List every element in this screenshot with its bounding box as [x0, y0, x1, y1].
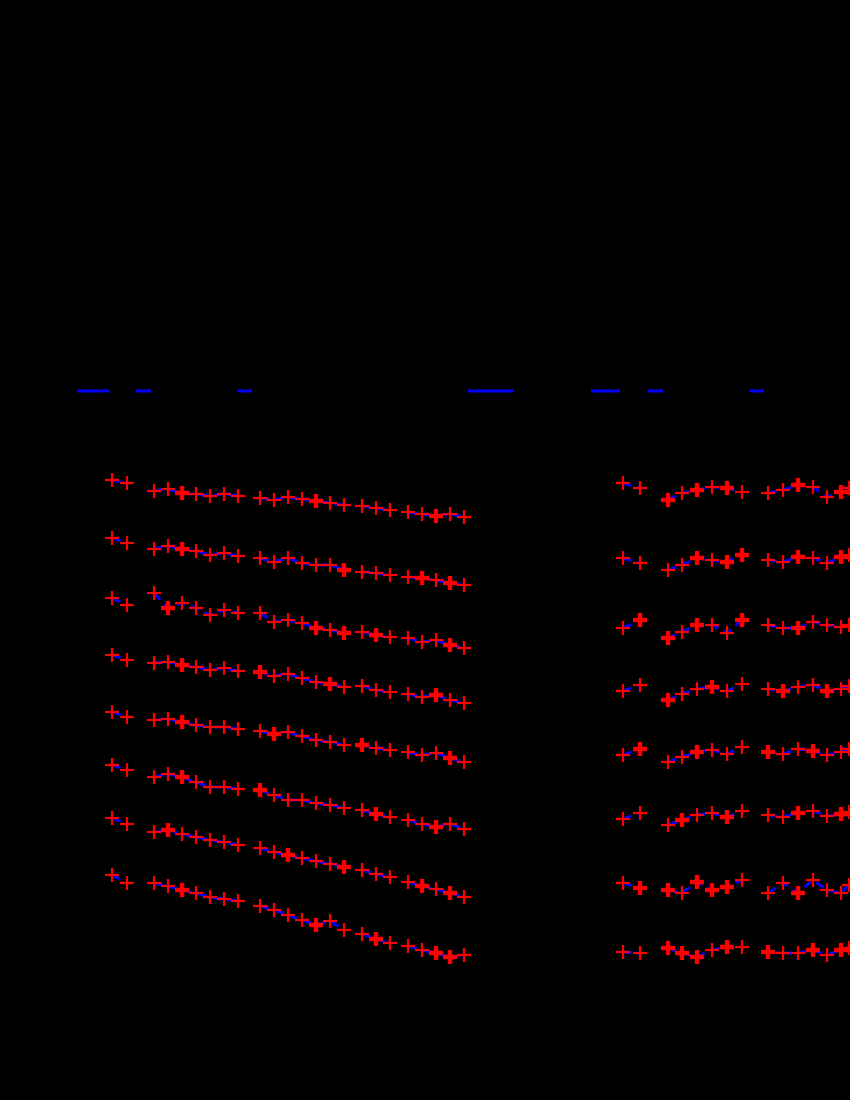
model-line — [111, 596, 128, 607]
model-line — [667, 745, 743, 764]
model-line — [667, 618, 743, 640]
model-line — [111, 873, 128, 885]
model-line — [361, 932, 391, 945]
model-line — [667, 682, 743, 702]
model-line — [361, 808, 391, 819]
model-line — [361, 868, 391, 879]
model-line — [407, 818, 465, 831]
